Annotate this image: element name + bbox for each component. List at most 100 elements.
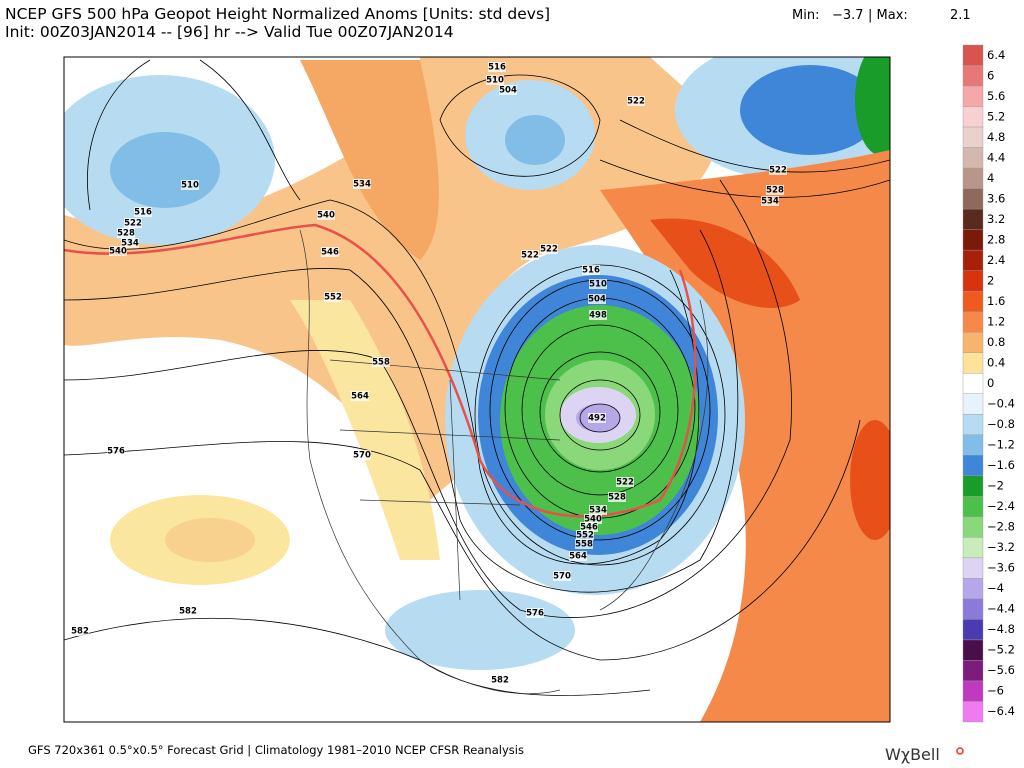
- contour-label: 522: [124, 219, 142, 229]
- anomaly-area: [110, 132, 220, 208]
- colorbar-label: −0.4: [987, 397, 1015, 411]
- contour-label: 522: [521, 251, 539, 261]
- contour-label-bg: [569, 551, 587, 561]
- colorbar-label: −1.2: [987, 438, 1015, 452]
- colorbar-swatch: [962, 475, 984, 497]
- title: NCEP GFS 500 hPa Geopot Height Normalize…: [5, 5, 550, 23]
- contour-label-bg: [526, 608, 544, 618]
- anomaly-area: [300, 60, 439, 260]
- colorbar-swatch: [962, 537, 984, 559]
- colorbar-label: 0.4: [987, 355, 1005, 369]
- contour-label: 576: [107, 447, 125, 457]
- max-label: | Max:: [868, 8, 908, 23]
- colorbar-swatch: [962, 373, 984, 394]
- colorbar-label: 3.6: [987, 191, 1005, 205]
- contour-label: 558: [372, 358, 390, 368]
- colorbar-swatch: [962, 106, 984, 128]
- colorbar-label: 1.6: [987, 294, 1005, 308]
- contour-label: 546: [321, 248, 339, 258]
- colorbar-swatch: [962, 393, 984, 415]
- contour-label: 510: [486, 76, 504, 86]
- contour-label: 582: [491, 676, 509, 686]
- colorbar-label: −5.2: [987, 643, 1015, 657]
- contour-label: 510: [181, 181, 199, 191]
- contours: [64, 59, 890, 696]
- init-line: Init: 00Z03JAN2014 -- [96] hr --> Valid …: [5, 23, 454, 41]
- colorbar-swatch: [962, 578, 984, 600]
- contour-label-bg: [124, 218, 142, 228]
- contour-label: 570: [353, 451, 371, 461]
- colorbar-label: −2.4: [987, 499, 1015, 513]
- contour-label-bg: [491, 675, 509, 685]
- contour-label-bg: [584, 514, 602, 524]
- colorbar-label: 3.2: [987, 212, 1005, 226]
- colorbar: 6.4 6 5.6 5.2 4.8 4.4 4 3.6 3.2 2.8 2.4 2 1.6 1.2 0.8 0…: [962, 44, 1015, 723]
- colorbar-swatch: [962, 332, 984, 353]
- contour-label: 516: [582, 266, 600, 276]
- colorbar-swatch: [962, 496, 984, 518]
- contour-label: 522: [616, 478, 634, 488]
- anomaly-area: [850, 420, 890, 540]
- contour-label-bg: [351, 391, 369, 401]
- colorbar-swatch: [962, 557, 984, 579]
- anomaly-area: [165, 518, 255, 562]
- contour-label: 570: [553, 572, 571, 582]
- contour-labels: 5165105045225225285345105165225285345405…: [71, 62, 787, 686]
- contour-label-bg: [488, 62, 506, 72]
- boundaries: [299, 229, 709, 695]
- contour-label: 534: [589, 506, 607, 516]
- colorbar-swatch: [962, 455, 984, 477]
- contour-label: 504: [499, 86, 517, 96]
- colorbar-label: 0.8: [987, 335, 1005, 349]
- logo-dot: [956, 747, 964, 755]
- contour-label-bg: [553, 571, 571, 581]
- contour-label: 552: [576, 531, 594, 541]
- contour-label-bg: [71, 626, 89, 636]
- contour-label: 546: [580, 523, 598, 533]
- contour-label-bg: [540, 244, 558, 254]
- footer: GFS 720x361 0.5°x0.5° Forecast Grid | Cl…: [28, 743, 524, 757]
- contour-label-bg: [324, 292, 342, 302]
- colorbar-swatch: [962, 290, 984, 312]
- colorbar-label: 2: [987, 273, 994, 287]
- contour-label-bg: [589, 505, 607, 515]
- colorbar-swatch: [962, 414, 984, 435]
- contour-label-bg: [588, 413, 606, 423]
- colorbar-swatch: [962, 701, 984, 723]
- contour-label-bg: [588, 294, 606, 304]
- colorbar-swatch: [962, 126, 984, 148]
- colorbar-label: −4.4: [987, 602, 1015, 616]
- colorbar-swatch: [962, 660, 984, 682]
- contour-label: 528: [766, 186, 784, 196]
- colorbar-swatch: [962, 598, 984, 620]
- colorbar-swatch: [962, 516, 984, 538]
- anomaly-area: [385, 590, 575, 670]
- contour-label-bg: [372, 357, 390, 367]
- colorbar-label: −0.8: [987, 417, 1015, 431]
- contour-label-bg: [486, 75, 504, 85]
- contour-label: 516: [134, 208, 152, 218]
- contour-label-bg: [627, 96, 645, 106]
- contour-label: 516: [488, 63, 506, 73]
- min-label: Min:: [792, 8, 819, 23]
- contour-label-bg: [107, 446, 125, 456]
- contour-label: 504: [588, 295, 606, 305]
- contour-label-bg: [589, 279, 607, 289]
- contour-label-bg: [575, 539, 593, 549]
- colorbar-label: 2.4: [987, 253, 1005, 267]
- contour-label: 522: [627, 97, 645, 107]
- contour-label-bg: [589, 310, 607, 320]
- contour-label-bg: [616, 477, 634, 487]
- colorbar-swatch: [962, 270, 984, 292]
- contour-label: 534: [121, 239, 139, 249]
- map-frame: [63, 56, 891, 723]
- colorbar-label: 4.8: [987, 130, 1005, 144]
- colorbar-label: −6: [987, 684, 1004, 698]
- contour-label-bg: [109, 246, 127, 256]
- colorbar-label: 4.4: [987, 150, 1005, 164]
- contour-label: 552: [324, 293, 342, 303]
- contour-label-bg: [499, 85, 517, 95]
- contour-label: 498: [589, 311, 607, 321]
- contour-label: 576: [526, 609, 544, 619]
